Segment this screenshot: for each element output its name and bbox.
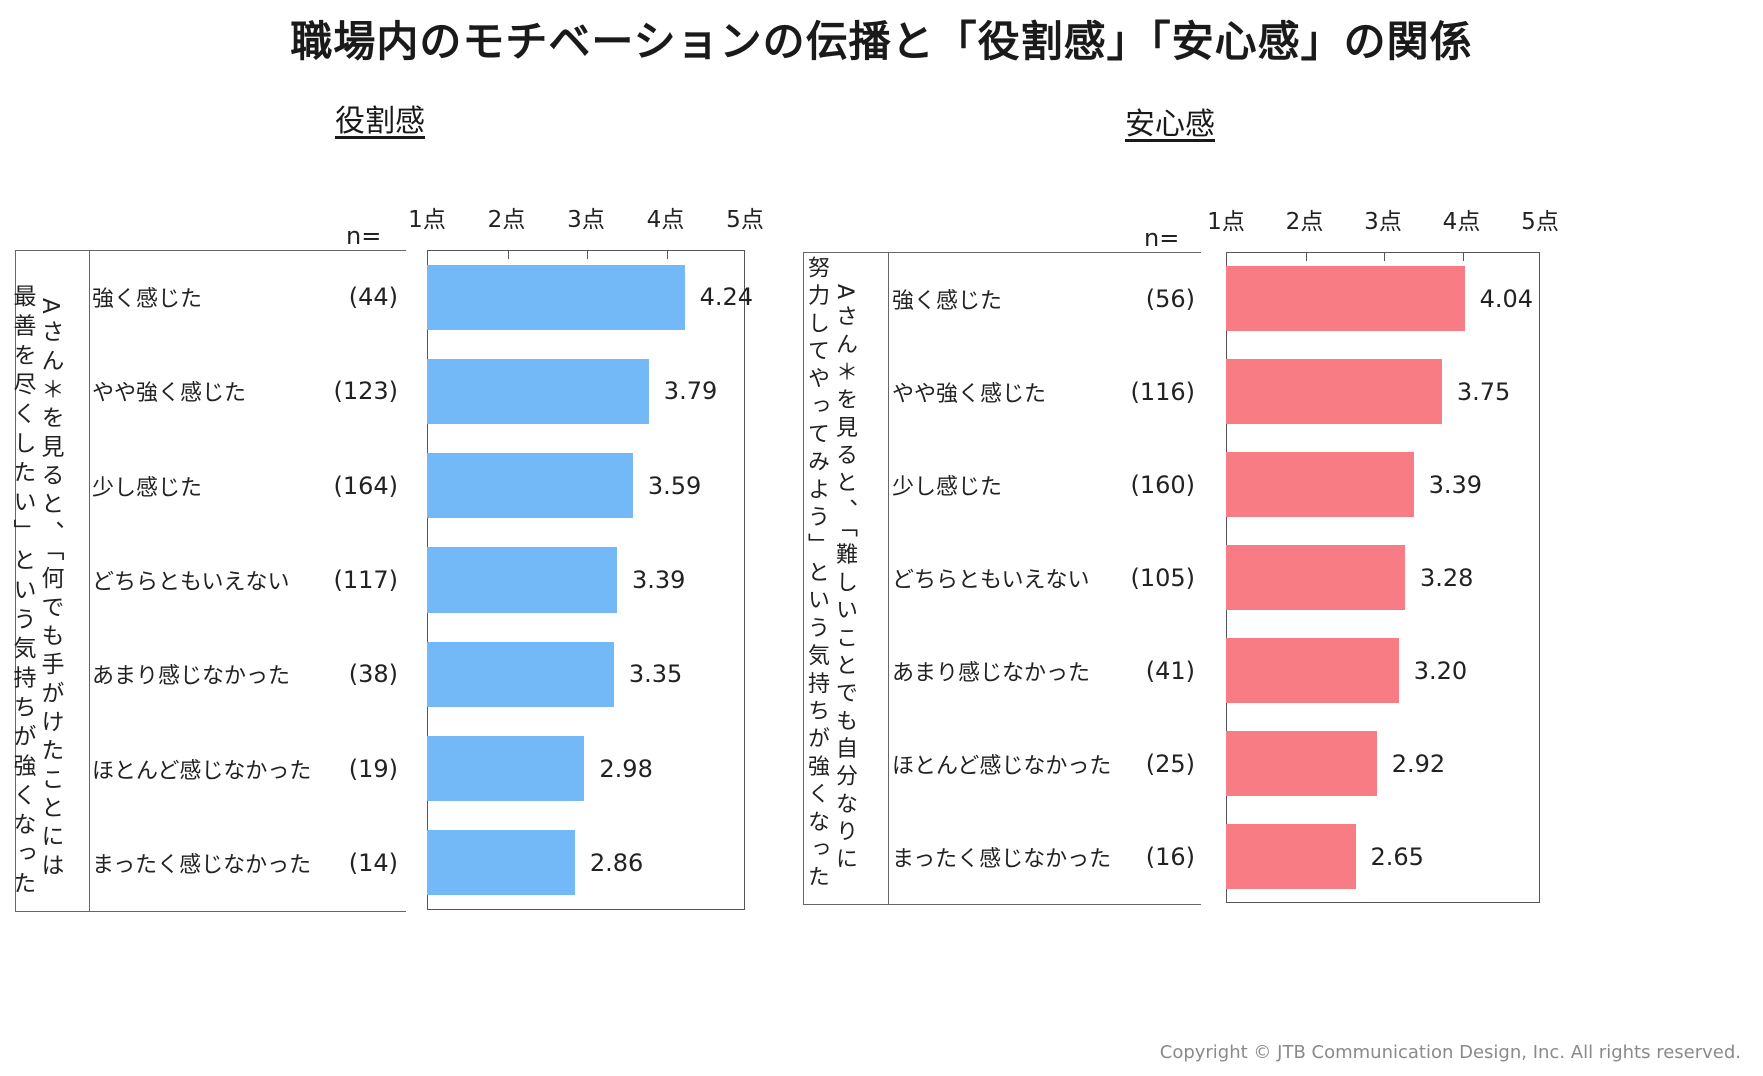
copyright-notice: Copyright © JTB Communication Design, In… <box>1159 1042 1741 1063</box>
x-tick-label: 1点 <box>408 207 446 233</box>
x-tick-label: 2点 <box>487 207 526 233</box>
sample-size: (16) <box>1145 842 1195 871</box>
bar <box>1226 266 1465 331</box>
x-tick-mark <box>587 251 588 259</box>
x-tick-label: 2点 <box>1285 209 1324 235</box>
x-tick-label: 3点 <box>1364 209 1402 235</box>
category-label: 強く感じた <box>892 288 1003 314</box>
value-label: 3.39 <box>632 566 686 594</box>
bar <box>1226 824 1356 889</box>
x-tick-mark <box>507 251 509 259</box>
x-tick-label: 3点 <box>567 207 605 233</box>
n-column-header: n= <box>1144 224 1180 252</box>
main-title: 職場内のモチベーションの伝播と「役割感」「安心感」の関係 <box>290 17 1473 66</box>
sample-size: (164) <box>333 471 398 500</box>
category-label: 少し感じた <box>892 474 1003 500</box>
value-label: 2.86 <box>589 848 644 877</box>
bar <box>1226 638 1399 703</box>
bar <box>427 641 614 707</box>
category-label: 強く感じた <box>92 287 203 313</box>
bar <box>1226 452 1414 517</box>
value-label: 2.98 <box>599 754 653 783</box>
sample-size: (14) <box>348 848 398 877</box>
value-label: 3.39 <box>1428 470 1483 499</box>
category-label: やや強く感じた <box>92 381 247 407</box>
category-label: まったく感じなかった <box>892 846 1112 872</box>
value-label: 3.28 <box>1419 563 1474 592</box>
sample-size: (25) <box>1145 749 1195 778</box>
sample-size: (44) <box>348 283 398 312</box>
question-text-line: 努力してやってみよう」という気持ちが強くなった <box>804 256 829 893</box>
bar <box>427 547 617 613</box>
x-tick-mark <box>666 251 668 259</box>
value-label: 3.79 <box>663 377 718 406</box>
category-label: まったく感じなかった <box>92 852 312 878</box>
bar <box>427 830 575 896</box>
category-label-table <box>15 250 406 912</box>
panel-title: 安心感 <box>1125 107 1215 142</box>
value-label: 3.20 <box>1413 656 1468 685</box>
category-label: どちらともいえない <box>92 570 290 595</box>
question-text-line: 最善を尽くしたい」という気持ちが強くなった <box>9 284 35 900</box>
category-label: ほとんど感じなかった <box>92 758 312 784</box>
sample-size: (41) <box>1145 656 1195 685</box>
sample-size: (19) <box>348 754 398 783</box>
x-tick-label: 5点 <box>726 207 764 233</box>
bar <box>1226 731 1377 796</box>
category-label: あまり感じなかった <box>92 664 291 690</box>
x-tick-mark <box>1384 253 1385 261</box>
table-divider <box>888 253 889 904</box>
category-label-table <box>803 252 1201 905</box>
n-column-header: n= <box>346 222 382 250</box>
x-tick-mark <box>1462 253 1464 261</box>
x-tick-label: 5点 <box>1521 209 1559 235</box>
sample-size: (160) <box>1130 470 1195 499</box>
bar <box>427 453 633 519</box>
bar <box>1226 359 1442 424</box>
table-divider <box>89 251 90 911</box>
value-label: 3.59 <box>647 471 702 500</box>
bar <box>427 736 585 802</box>
value-label: 4.24 <box>699 283 754 312</box>
sample-size: (117) <box>333 566 398 594</box>
question-text-line: Aさん＊を見ると、「難しいことでも自分なりに <box>832 284 857 876</box>
bar <box>1226 545 1405 610</box>
category-label: あまり感じなかった <box>892 660 1091 686</box>
x-tick-label: 4点 <box>646 207 685 233</box>
sample-size: (56) <box>1145 284 1195 313</box>
value-label: 2.65 <box>1370 842 1424 871</box>
panel-title: 役割感 <box>335 104 425 139</box>
x-tick-mark <box>1305 253 1307 261</box>
bar <box>427 264 685 330</box>
x-tick-label: 4点 <box>1442 209 1481 235</box>
category-label: ほとんど感じなかった <box>892 753 1112 779</box>
value-label: 3.35 <box>628 660 683 689</box>
category-label: やや強く感じた <box>892 381 1047 407</box>
value-label: 3.75 <box>1456 377 1511 406</box>
x-tick-label: 1点 <box>1207 209 1245 235</box>
question-text-line: Aさん＊を見ると、「何でも手がけたことには <box>37 298 63 882</box>
sample-size: (105) <box>1130 563 1195 592</box>
sample-size: (38) <box>348 660 398 689</box>
category-label: 少し感じた <box>92 475 203 501</box>
value-label: 4.04 <box>1479 284 1534 313</box>
value-label: 2.92 <box>1391 749 1446 778</box>
bar <box>427 358 649 424</box>
category-label: どちらともいえない <box>892 567 1090 593</box>
sample-size: (123) <box>333 377 398 406</box>
sample-size: (116) <box>1130 377 1195 406</box>
